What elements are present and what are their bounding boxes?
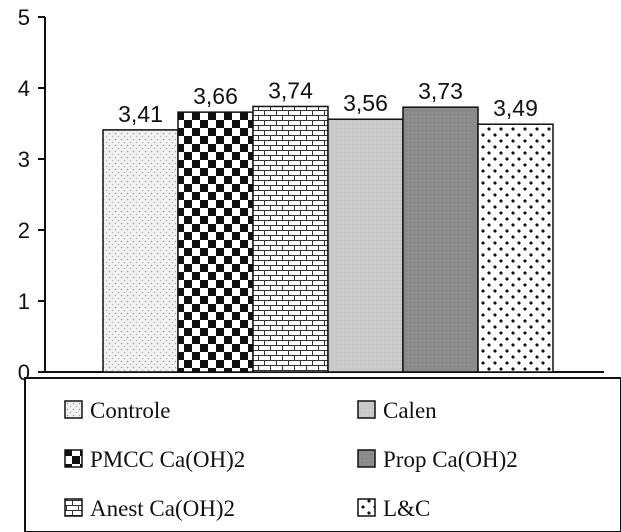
data-label: 3,74 [268,77,313,103]
y-tick-label: 4 [18,76,30,101]
y-tick-label: 1 [18,289,30,314]
legend-box [24,377,621,532]
data-labels: 3,41 3,66 3,74 3,56 3,73 3,49 [118,77,538,126]
bar-controle [102,129,179,373]
legend-swatch [357,400,376,419]
data-label: 3,49 [493,95,538,121]
data-label: 3,56 [343,90,388,116]
legend-label: Prop Ca(OH)2 [383,447,518,472]
data-label: 3,73 [418,78,463,104]
data-label: 3,41 [118,101,163,127]
legend-label: Calen [383,398,437,423]
legend-swatch [357,498,376,517]
data-label: 3,66 [193,83,238,109]
bar-calen [327,118,404,373]
legend-swatch [64,449,83,468]
legend-label: PMCC Ca(OH)2 [90,447,245,472]
y-tick-label: 2 [18,218,30,243]
bar-pmcc-ca-oh-2 [177,111,254,373]
bar-anest-ca-oh-2 [252,105,329,373]
bars [102,105,554,373]
legend-swatch [64,400,83,419]
y-tick-label: 3 [18,147,30,172]
legend-swatch [64,498,83,517]
y-tick-label: 5 [18,5,30,30]
legend-swatch [357,449,376,468]
bar-prop-ca-oh-2 [402,106,479,373]
legend-label: Anest Ca(OH)2 [90,496,235,521]
legend: Controle Calen PMCC Ca(OH)2 Prop Ca(OH)2 Ane… [64,398,518,521]
legend-label: Controle [90,398,171,423]
legend-label: L&C [383,496,430,521]
bar-l-c [477,123,554,373]
